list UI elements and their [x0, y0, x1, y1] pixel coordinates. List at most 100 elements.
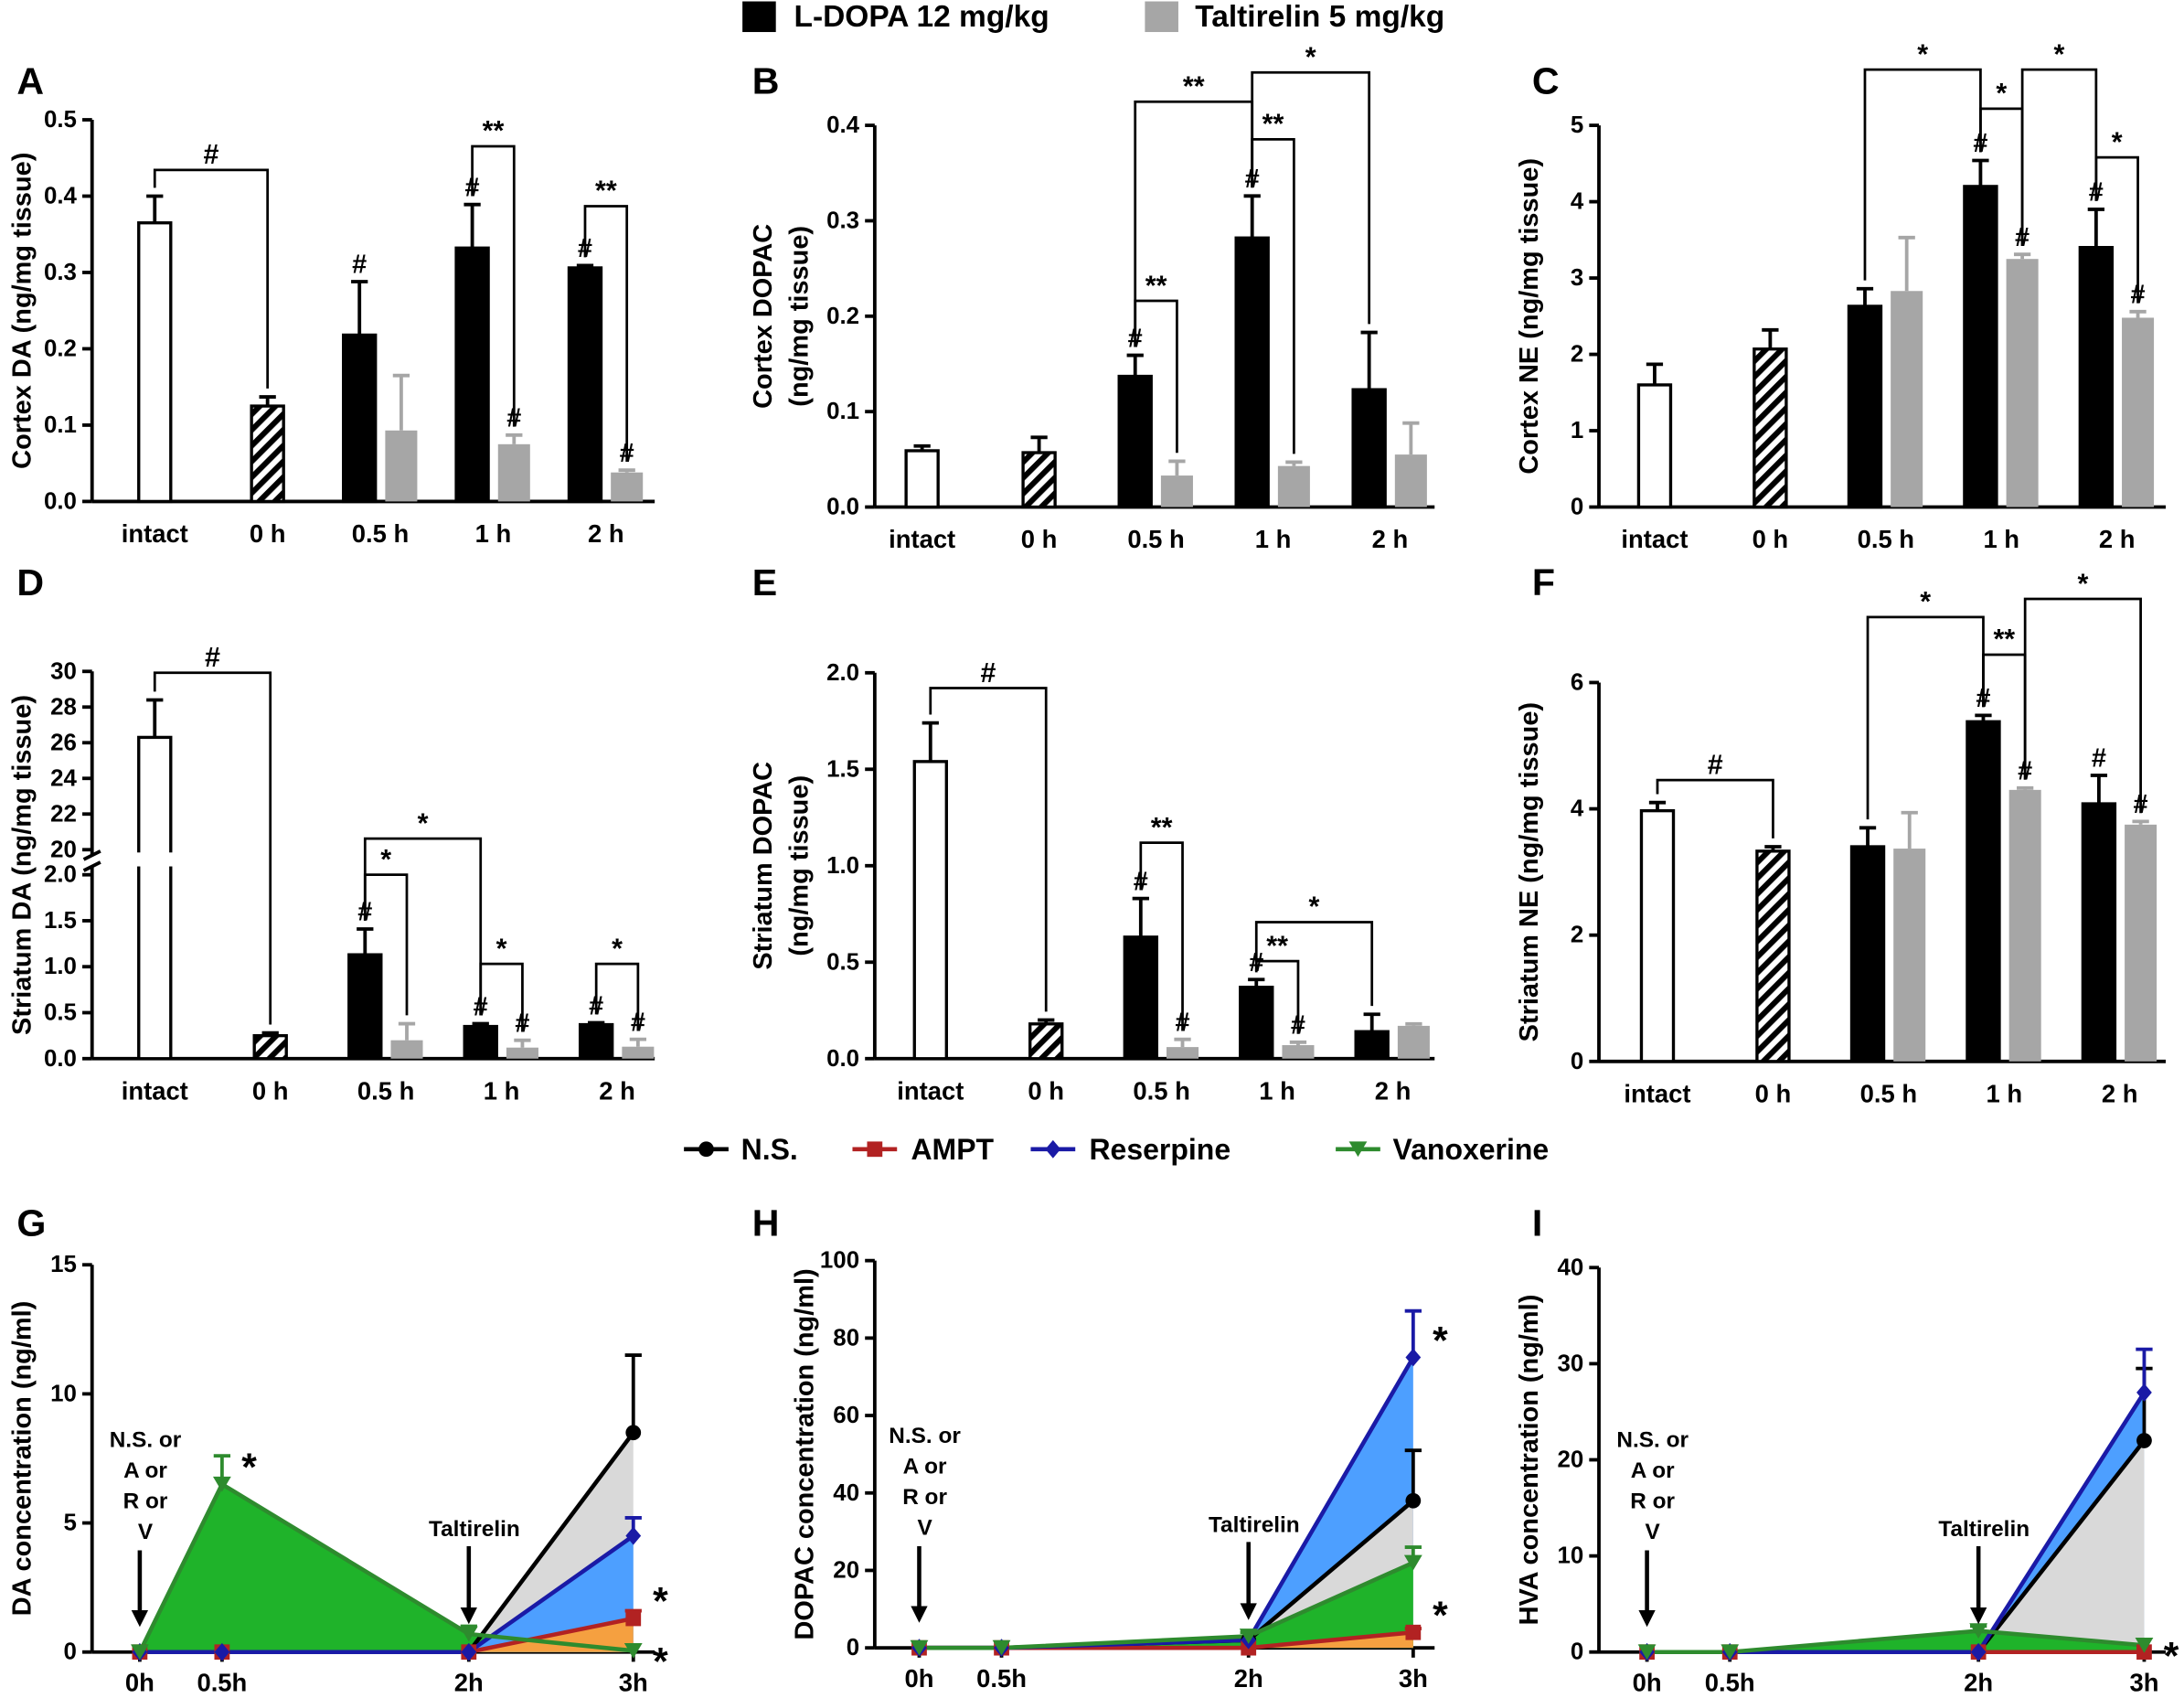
- bar: [2081, 802, 2117, 1063]
- bar: [1891, 291, 1923, 507]
- note: A or: [903, 1455, 947, 1479]
- significance-label: *: [1305, 41, 1316, 72]
- y-tick-label: 0.0: [44, 1046, 77, 1072]
- y-tick-label: 40: [833, 1480, 859, 1506]
- y-tick-label: 0.4: [44, 183, 78, 208]
- x-tick-label: 2h: [454, 1669, 484, 1697]
- y-tick-label: 60: [833, 1403, 859, 1428]
- note: A or: [123, 1458, 167, 1483]
- significance-label: *: [2077, 568, 2088, 599]
- significance-mark: *: [653, 1640, 668, 1684]
- bar: [342, 333, 378, 504]
- y-axis-label: Cortex NE (ng/mg tissue): [1515, 158, 1544, 475]
- significance-bracket: [1254, 921, 1374, 1007]
- area: [1646, 1440, 2145, 1652]
- legend-swatch: [1145, 1, 1178, 33]
- marker: [1405, 1492, 1422, 1509]
- significance-label: #: [981, 657, 996, 689]
- y-tick-label: 0.1: [826, 399, 859, 424]
- note: A or: [1631, 1458, 1675, 1483]
- significance-bracket: [153, 671, 272, 1025]
- panel-letter: B: [752, 59, 780, 101]
- y-tick-label: 0: [1571, 1049, 1583, 1074]
- significance-bracket: [2094, 155, 2139, 304]
- bar: [506, 1047, 538, 1059]
- significance-label: *: [418, 807, 429, 838]
- note: V: [138, 1520, 154, 1544]
- significance-mark: *: [653, 1580, 668, 1624]
- bar: [611, 472, 644, 502]
- significance-bracket: [471, 144, 516, 427]
- bar: [1167, 1047, 1199, 1059]
- panel-letter: A: [16, 59, 44, 101]
- significance-bracket: [929, 687, 1048, 1012]
- significance-label: **: [1151, 812, 1173, 843]
- bar: [1893, 849, 1926, 1062]
- marker: [2136, 1383, 2152, 1402]
- x-tick-label: 2 h: [2102, 1079, 2138, 1107]
- x-tick-label: 0.5 h: [357, 1076, 414, 1105]
- significance-label: **: [1183, 70, 1205, 101]
- bar: [347, 953, 383, 1061]
- note: R or: [123, 1490, 168, 1514]
- bar: [454, 246, 490, 504]
- bar: [2122, 317, 2155, 507]
- significance-label: *: [496, 933, 507, 964]
- significance-label: *: [2112, 126, 2123, 157]
- y-tick-label: 30: [1557, 1351, 1583, 1376]
- y-axis-label: (ng/mg tissue): [785, 775, 815, 956]
- legend-label: AMPT: [911, 1133, 994, 1166]
- y-tick-label: 4: [1571, 189, 1584, 215]
- y-tick-label: 0.0: [826, 1046, 859, 1072]
- x-tick-label: 0h: [125, 1669, 154, 1697]
- marker: [459, 1626, 478, 1642]
- bar: [1639, 808, 1676, 1063]
- bar: [1117, 374, 1153, 509]
- area: [919, 1632, 1413, 1649]
- x-tick-label: 2 h: [1372, 525, 1409, 553]
- y-tick-label: 0: [847, 1635, 859, 1661]
- bar: [2008, 789, 2041, 1062]
- bar: [1123, 935, 1159, 1061]
- y-tick-label: 40: [1557, 1255, 1583, 1280]
- x-tick-label: 1 h: [1255, 525, 1292, 553]
- y-tick-label: 10: [1557, 1543, 1583, 1569]
- marker: [214, 1642, 230, 1661]
- bar: [252, 1033, 288, 1061]
- x-tick-label: 0h: [1633, 1669, 1662, 1697]
- note: N.S. or: [110, 1428, 182, 1453]
- x-tick-label: 2h: [1234, 1664, 1263, 1693]
- note: R or: [1630, 1490, 1675, 1514]
- legend-label: Taltirelin 5 mg/kg: [1195, 0, 1444, 34]
- y-tick-label: 10: [50, 1381, 77, 1406]
- significance-mark: #: [352, 251, 367, 280]
- y-tick-label: 0.0: [826, 495, 859, 520]
- bar: [567, 266, 603, 504]
- x-tick-label: 1 h: [484, 1076, 520, 1105]
- note: N.S. or: [1616, 1428, 1689, 1453]
- x-tick-label: 0 h: [250, 519, 286, 548]
- x-tick-label: 1 h: [1259, 1076, 1295, 1105]
- significance-bracket: [1139, 841, 1184, 1031]
- note: Taltirelin: [1938, 1517, 2030, 1542]
- bar: [1966, 720, 2001, 1063]
- line: [919, 1560, 1414, 1650]
- significance-label: *: [380, 844, 391, 875]
- bar: [1354, 1030, 1390, 1061]
- significance-label: *: [612, 933, 623, 964]
- bar: [1021, 451, 1057, 509]
- y-tick-label: 0.3: [44, 260, 77, 285]
- marker: [2136, 1433, 2152, 1448]
- marker: [623, 1642, 643, 1659]
- significance-mark: *: [2164, 1635, 2179, 1679]
- y-axis-label: Cortex DOPAC: [749, 224, 778, 409]
- y-tick-label: 0: [64, 1639, 77, 1665]
- axis-break: [82, 860, 101, 872]
- bar: [2006, 259, 2039, 507]
- x-tick-label: intact: [897, 1076, 964, 1105]
- arrow-head: [1240, 1603, 1257, 1620]
- y-axis-label: HVA concentration (ng/ml): [1515, 1295, 1544, 1626]
- y-tick-label: 100: [820, 1248, 859, 1274]
- y-tick-label: 1: [1571, 418, 1583, 443]
